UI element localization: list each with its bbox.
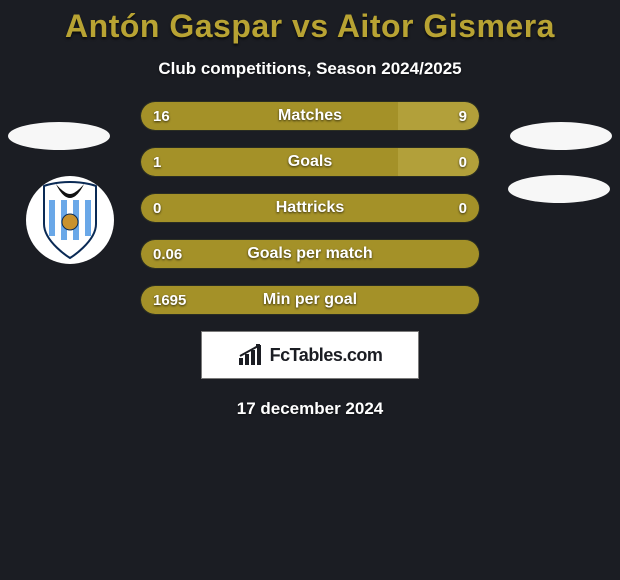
comparison-bar-row: 1695Min per goal — [140, 285, 480, 315]
player-badge-placeholder-right — [510, 122, 612, 150]
bar-label: Hattricks — [141, 194, 479, 222]
bar-value-right: 0 — [459, 194, 467, 222]
bar-value-right: 9 — [459, 102, 467, 130]
club-crest-icon — [34, 180, 106, 260]
bar-value-right: 0 — [459, 148, 467, 176]
page-title: Antón Gaspar vs Aitor Gismera — [0, 8, 620, 45]
player-badge-placeholder-left — [8, 122, 110, 150]
club-crest — [26, 176, 114, 264]
source-label: FcTables.com — [270, 345, 383, 366]
bar-label: Min per goal — [141, 286, 479, 314]
bar-label: Goals — [141, 148, 479, 176]
comparison-bar-row: 0.06Goals per match — [140, 239, 480, 269]
bars-ascending-icon — [238, 344, 264, 366]
comparison-bar-row: 16Matches9 — [140, 101, 480, 131]
player-badge-placeholder-right-2 — [508, 175, 610, 203]
comparison-bar-row: 1Goals0 — [140, 147, 480, 177]
page-subtitle: Club competitions, Season 2024/2025 — [0, 59, 620, 79]
bar-label: Matches — [141, 102, 479, 130]
comparison-widget: Antón Gaspar vs Aitor Gismera Club compe… — [0, 0, 620, 419]
comparison-bars: 16Matches91Goals00Hattricks00.06Goals pe… — [140, 101, 480, 315]
comparison-bar-row: 0Hattricks0 — [140, 193, 480, 223]
snapshot-date: 17 december 2024 — [0, 399, 620, 419]
source-attribution[interactable]: FcTables.com — [201, 331, 419, 379]
bar-label: Goals per match — [141, 240, 479, 268]
